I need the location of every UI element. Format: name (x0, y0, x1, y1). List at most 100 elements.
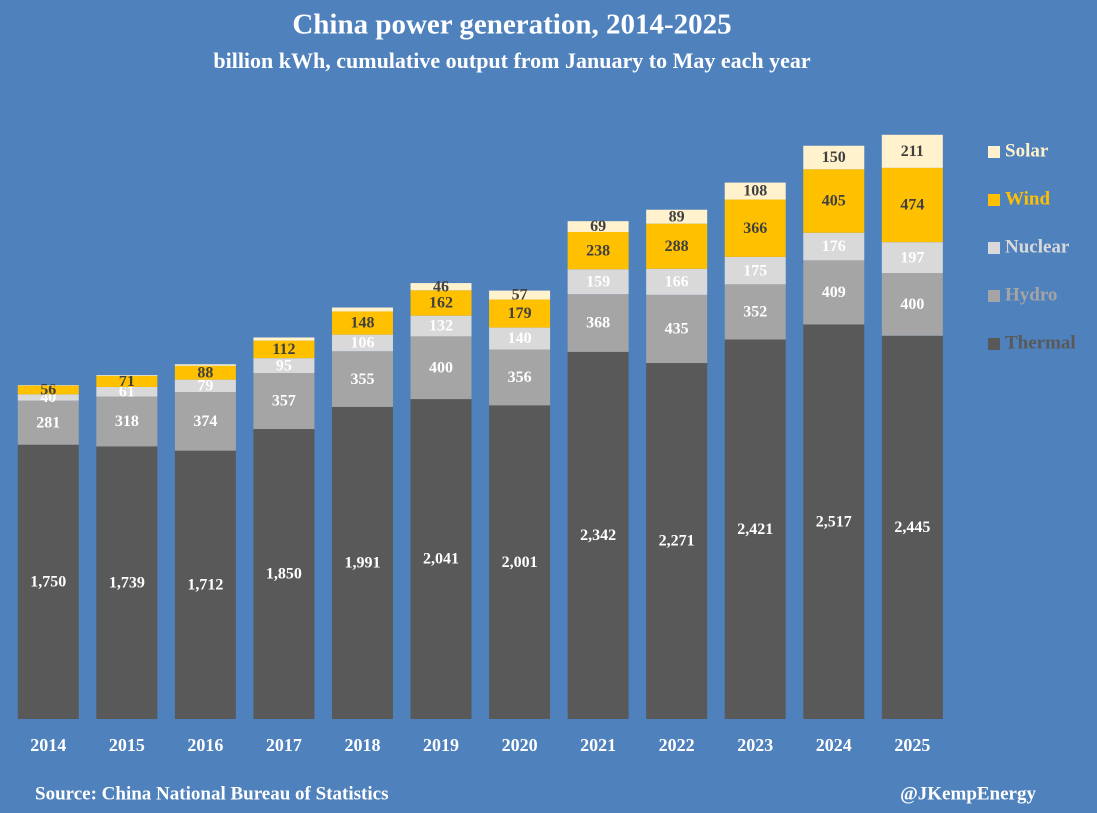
bar-segment (489, 299, 551, 328)
data-label: 89 (669, 208, 685, 225)
bar-segment (724, 339, 786, 719)
data-label: 179 (508, 305, 532, 322)
data-label: 368 (586, 315, 610, 332)
data-label: 357 (272, 393, 296, 410)
bar-segment (96, 375, 158, 388)
bar-segment (803, 145, 865, 170)
x-tick-label: 2020 (502, 735, 538, 755)
data-label: 1,739 (109, 574, 145, 591)
bar-segment (331, 351, 393, 407)
data-label: 2,001 (502, 554, 538, 571)
bar-segment (489, 349, 551, 406)
bar-segment (17, 385, 79, 395)
x-tick-label: 2025 (894, 735, 930, 755)
x-tick-label: 2018 (344, 735, 380, 755)
data-label: 175 (743, 262, 767, 279)
data-label: 112 (272, 341, 295, 358)
x-tick-label: 2021 (580, 735, 616, 755)
data-label: 176 (822, 238, 846, 255)
data-label: 1,991 (344, 555, 380, 572)
data-label: 409 (822, 284, 846, 301)
bar-segment (881, 242, 943, 274)
data-label: 132 (429, 318, 453, 335)
data-label: 288 (665, 238, 689, 255)
x-tick-label: 2019 (423, 735, 459, 755)
data-label: 106 (350, 335, 374, 352)
bar-segment (96, 446, 158, 719)
x-tick-label: 2017 (266, 735, 302, 755)
data-label: 356 (508, 369, 532, 386)
bar-segment (724, 182, 786, 200)
bar-segment (410, 399, 472, 719)
data-label: 238 (586, 242, 610, 259)
bar-segment (253, 358, 315, 374)
bar-segment (567, 294, 629, 352)
data-label: 374 (193, 413, 217, 430)
data-label: 1,750 (30, 574, 66, 591)
bar-segment (567, 231, 629, 270)
data-label: 162 (429, 295, 453, 312)
data-label: 88 (197, 364, 213, 381)
bar-segment (646, 363, 708, 719)
bar-segment (253, 373, 315, 430)
data-label: 150 (822, 149, 846, 166)
bar-segment (724, 256, 786, 285)
data-label: 281 (36, 414, 60, 431)
bar-segment (410, 290, 472, 316)
bar-segment (489, 405, 551, 719)
bar-segment (174, 364, 236, 366)
bar-segment (881, 335, 943, 719)
source-note: Source: China National Bureau of Statist… (35, 783, 388, 804)
bar-segment (17, 394, 79, 401)
data-label: 57 (512, 287, 528, 304)
data-label: 71 (119, 373, 135, 390)
data-label: 148 (350, 315, 374, 332)
bar-segment (17, 444, 79, 719)
data-label: 69 (590, 218, 606, 235)
data-label: 46 (433, 278, 449, 295)
data-label: 211 (901, 143, 924, 160)
credit: @JKempEnergy (900, 783, 1036, 804)
bar-segment (174, 392, 236, 451)
data-label: 352 (743, 304, 767, 321)
data-label: 400 (900, 296, 924, 313)
data-label: 366 (743, 220, 767, 237)
chart-subtitle: billion kWh, cumulative output from Janu… (213, 48, 811, 73)
chart-title: China power generation, 2014-2025 (292, 9, 731, 41)
bar-segment (253, 337, 315, 341)
x-tick-label: 2022 (659, 735, 695, 755)
bar-segment (331, 406, 393, 719)
bar-segment (174, 365, 236, 380)
data-label: 61 (119, 383, 135, 400)
bar-segment (646, 294, 708, 364)
bar-segment (253, 340, 315, 359)
bar-segment (96, 375, 158, 376)
legend-label: Wind (1005, 188, 1051, 209)
bar-segment (803, 169, 865, 233)
data-label: 435 (665, 321, 689, 338)
data-label: 95 (276, 357, 292, 374)
bar-segment (881, 134, 943, 168)
bar-segment (17, 400, 79, 445)
bar-segment (489, 327, 551, 350)
bar-segment (253, 429, 315, 719)
bar-segment (331, 311, 393, 335)
data-label: 2,342 (580, 527, 616, 544)
bar-segment (410, 336, 472, 400)
bar-segment (331, 334, 393, 352)
data-label: 2,517 (816, 513, 852, 530)
x-tick-label: 2015 (109, 735, 145, 755)
bar-segment (646, 209, 708, 224)
data-label: 400 (429, 359, 453, 376)
data-label: 474 (900, 197, 924, 214)
data-label: 159 (586, 273, 610, 290)
legend-label: Solar (1005, 140, 1049, 161)
legend-swatch (988, 290, 1000, 302)
data-label: 197 (900, 249, 924, 266)
bar-segment (174, 450, 236, 719)
bar-segment (174, 379, 236, 393)
legend-swatch (988, 242, 1000, 254)
legend-swatch (988, 146, 1000, 158)
x-tick-label: 2023 (737, 735, 773, 755)
